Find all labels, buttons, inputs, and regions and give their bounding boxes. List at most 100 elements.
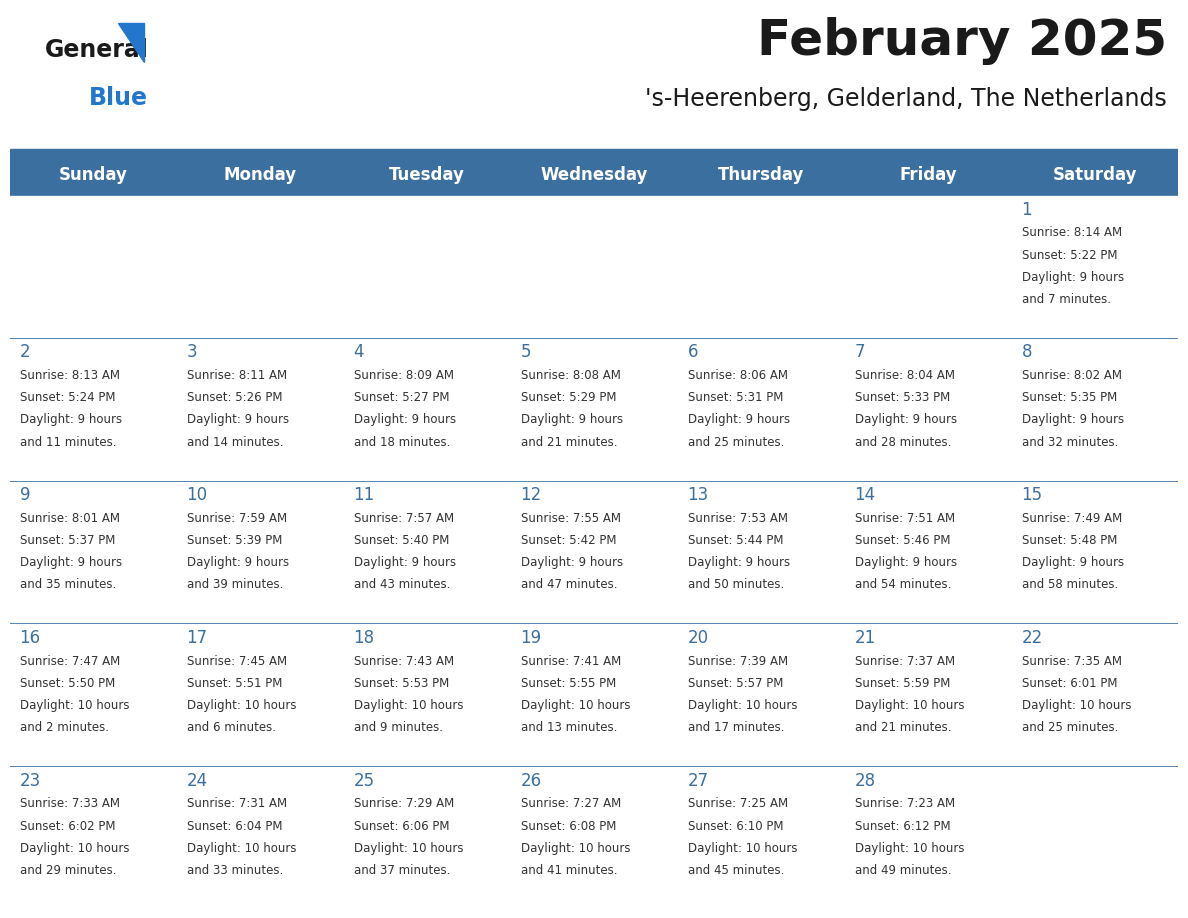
Text: Sunset: 5:31 PM: Sunset: 5:31 PM [688, 391, 783, 404]
Text: Sunrise: 8:09 AM: Sunrise: 8:09 AM [354, 369, 454, 382]
Text: and 6 minutes.: and 6 minutes. [187, 721, 276, 734]
Text: February 2025: February 2025 [757, 17, 1167, 64]
Text: Saturday: Saturday [1053, 166, 1137, 184]
Text: 23: 23 [19, 772, 40, 789]
Text: Sunrise: 7:25 AM: Sunrise: 7:25 AM [688, 798, 788, 811]
Text: Sunrise: 7:43 AM: Sunrise: 7:43 AM [354, 655, 454, 667]
Text: General: General [45, 38, 148, 62]
Text: Daylight: 9 hours: Daylight: 9 hours [1022, 556, 1124, 569]
Text: Daylight: 10 hours: Daylight: 10 hours [854, 699, 963, 712]
Text: Sunset: 6:01 PM: Sunset: 6:01 PM [1022, 677, 1117, 689]
Text: and 9 minutes.: and 9 minutes. [354, 721, 442, 734]
Text: Sunrise: 7:59 AM: Sunrise: 7:59 AM [187, 512, 286, 525]
Text: Sunrise: 8:11 AM: Sunrise: 8:11 AM [187, 369, 286, 382]
Text: Sunset: 5:55 PM: Sunset: 5:55 PM [520, 677, 615, 689]
Text: 's-Heerenberg, Gelderland, The Netherlands: 's-Heerenberg, Gelderland, The Netherlan… [645, 87, 1167, 111]
Text: and 39 minutes.: and 39 minutes. [187, 578, 283, 591]
Text: and 21 minutes.: and 21 minutes. [520, 435, 617, 449]
Text: 6: 6 [688, 343, 699, 362]
Text: Sunset: 6:12 PM: Sunset: 6:12 PM [854, 820, 950, 833]
Text: Sunrise: 8:08 AM: Sunrise: 8:08 AM [520, 369, 620, 382]
Text: Sunset: 5:50 PM: Sunset: 5:50 PM [19, 677, 115, 689]
Text: Sunset: 5:29 PM: Sunset: 5:29 PM [520, 391, 617, 404]
Text: and 41 minutes.: and 41 minutes. [520, 864, 617, 877]
Text: and 13 minutes.: and 13 minutes. [520, 721, 617, 734]
Text: Daylight: 9 hours: Daylight: 9 hours [854, 413, 956, 427]
Text: Sunset: 5:42 PM: Sunset: 5:42 PM [520, 534, 617, 547]
Text: Sunrise: 7:57 AM: Sunrise: 7:57 AM [354, 512, 454, 525]
Text: 27: 27 [688, 772, 709, 789]
Text: 2: 2 [19, 343, 30, 362]
Text: 3: 3 [187, 343, 197, 362]
Text: Daylight: 10 hours: Daylight: 10 hours [187, 699, 296, 712]
Text: Sunday: Sunday [58, 166, 127, 184]
Text: Daylight: 10 hours: Daylight: 10 hours [688, 699, 797, 712]
Text: Sunrise: 7:39 AM: Sunrise: 7:39 AM [688, 655, 788, 667]
Text: Tuesday: Tuesday [388, 166, 465, 184]
Text: and 45 minutes.: and 45 minutes. [688, 864, 784, 877]
Text: and 25 minutes.: and 25 minutes. [688, 435, 784, 449]
Text: and 33 minutes.: and 33 minutes. [187, 864, 283, 877]
Text: Sunrise: 7:23 AM: Sunrise: 7:23 AM [854, 798, 955, 811]
Text: 22: 22 [1022, 629, 1043, 647]
Text: 1: 1 [1022, 201, 1032, 218]
Text: 25: 25 [354, 772, 374, 789]
Text: and 35 minutes.: and 35 minutes. [19, 578, 115, 591]
Text: and 18 minutes.: and 18 minutes. [354, 435, 450, 449]
Text: Daylight: 9 hours: Daylight: 9 hours [1022, 271, 1124, 284]
Text: 5: 5 [520, 343, 531, 362]
Text: Daylight: 9 hours: Daylight: 9 hours [187, 556, 289, 569]
Text: 7: 7 [854, 343, 865, 362]
Text: Sunset: 5:44 PM: Sunset: 5:44 PM [688, 534, 783, 547]
Text: Sunrise: 7:55 AM: Sunrise: 7:55 AM [520, 512, 620, 525]
Text: and 29 minutes.: and 29 minutes. [19, 864, 116, 877]
Text: Daylight: 9 hours: Daylight: 9 hours [520, 556, 623, 569]
Text: and 28 minutes.: and 28 minutes. [854, 435, 950, 449]
Text: 26: 26 [520, 772, 542, 789]
Text: Daylight: 9 hours: Daylight: 9 hours [854, 556, 956, 569]
Text: Daylight: 10 hours: Daylight: 10 hours [1022, 699, 1131, 712]
Text: 28: 28 [854, 772, 876, 789]
Text: Sunrise: 7:33 AM: Sunrise: 7:33 AM [19, 798, 120, 811]
Text: Sunrise: 7:51 AM: Sunrise: 7:51 AM [854, 512, 955, 525]
Text: Daylight: 10 hours: Daylight: 10 hours [19, 842, 129, 855]
Text: Daylight: 9 hours: Daylight: 9 hours [1022, 413, 1124, 427]
Text: and 50 minutes.: and 50 minutes. [688, 578, 784, 591]
Text: Daylight: 10 hours: Daylight: 10 hours [854, 842, 963, 855]
Text: Sunrise: 7:49 AM: Sunrise: 7:49 AM [1022, 512, 1121, 525]
Text: Sunrise: 7:53 AM: Sunrise: 7:53 AM [688, 512, 788, 525]
Text: Sunset: 5:26 PM: Sunset: 5:26 PM [187, 391, 282, 404]
Text: Sunrise: 7:27 AM: Sunrise: 7:27 AM [520, 798, 621, 811]
Text: 24: 24 [187, 772, 208, 789]
Text: Daylight: 10 hours: Daylight: 10 hours [19, 699, 129, 712]
Text: and 49 minutes.: and 49 minutes. [854, 864, 952, 877]
Text: Sunset: 5:35 PM: Sunset: 5:35 PM [1022, 391, 1117, 404]
Text: and 58 minutes.: and 58 minutes. [1022, 578, 1118, 591]
Text: 9: 9 [19, 487, 30, 504]
Text: Sunset: 5:39 PM: Sunset: 5:39 PM [187, 534, 282, 547]
Text: Sunset: 5:37 PM: Sunset: 5:37 PM [19, 534, 115, 547]
Text: and 25 minutes.: and 25 minutes. [1022, 721, 1118, 734]
Text: 21: 21 [854, 629, 876, 647]
Text: Sunset: 5:40 PM: Sunset: 5:40 PM [354, 534, 449, 547]
Text: Daylight: 9 hours: Daylight: 9 hours [688, 556, 790, 569]
Text: 14: 14 [854, 487, 876, 504]
Text: Sunrise: 7:45 AM: Sunrise: 7:45 AM [187, 655, 286, 667]
Text: Daylight: 9 hours: Daylight: 9 hours [688, 413, 790, 427]
Text: Sunrise: 8:13 AM: Sunrise: 8:13 AM [19, 369, 120, 382]
Text: and 17 minutes.: and 17 minutes. [688, 721, 784, 734]
Text: and 47 minutes.: and 47 minutes. [520, 578, 617, 591]
Text: Sunset: 5:51 PM: Sunset: 5:51 PM [187, 677, 282, 689]
Text: Sunrise: 7:41 AM: Sunrise: 7:41 AM [520, 655, 621, 667]
Text: 13: 13 [688, 487, 709, 504]
Text: Wednesday: Wednesday [541, 166, 647, 184]
Text: Daylight: 9 hours: Daylight: 9 hours [187, 413, 289, 427]
Text: Sunset: 5:53 PM: Sunset: 5:53 PM [354, 677, 449, 689]
Text: Blue: Blue [89, 85, 148, 110]
Text: and 2 minutes.: and 2 minutes. [19, 721, 108, 734]
Text: Sunset: 5:27 PM: Sunset: 5:27 PM [354, 391, 449, 404]
Text: Sunset: 5:33 PM: Sunset: 5:33 PM [854, 391, 949, 404]
Text: and 11 minutes.: and 11 minutes. [19, 435, 116, 449]
Text: Daylight: 9 hours: Daylight: 9 hours [354, 556, 456, 569]
Text: Sunset: 5:24 PM: Sunset: 5:24 PM [19, 391, 115, 404]
